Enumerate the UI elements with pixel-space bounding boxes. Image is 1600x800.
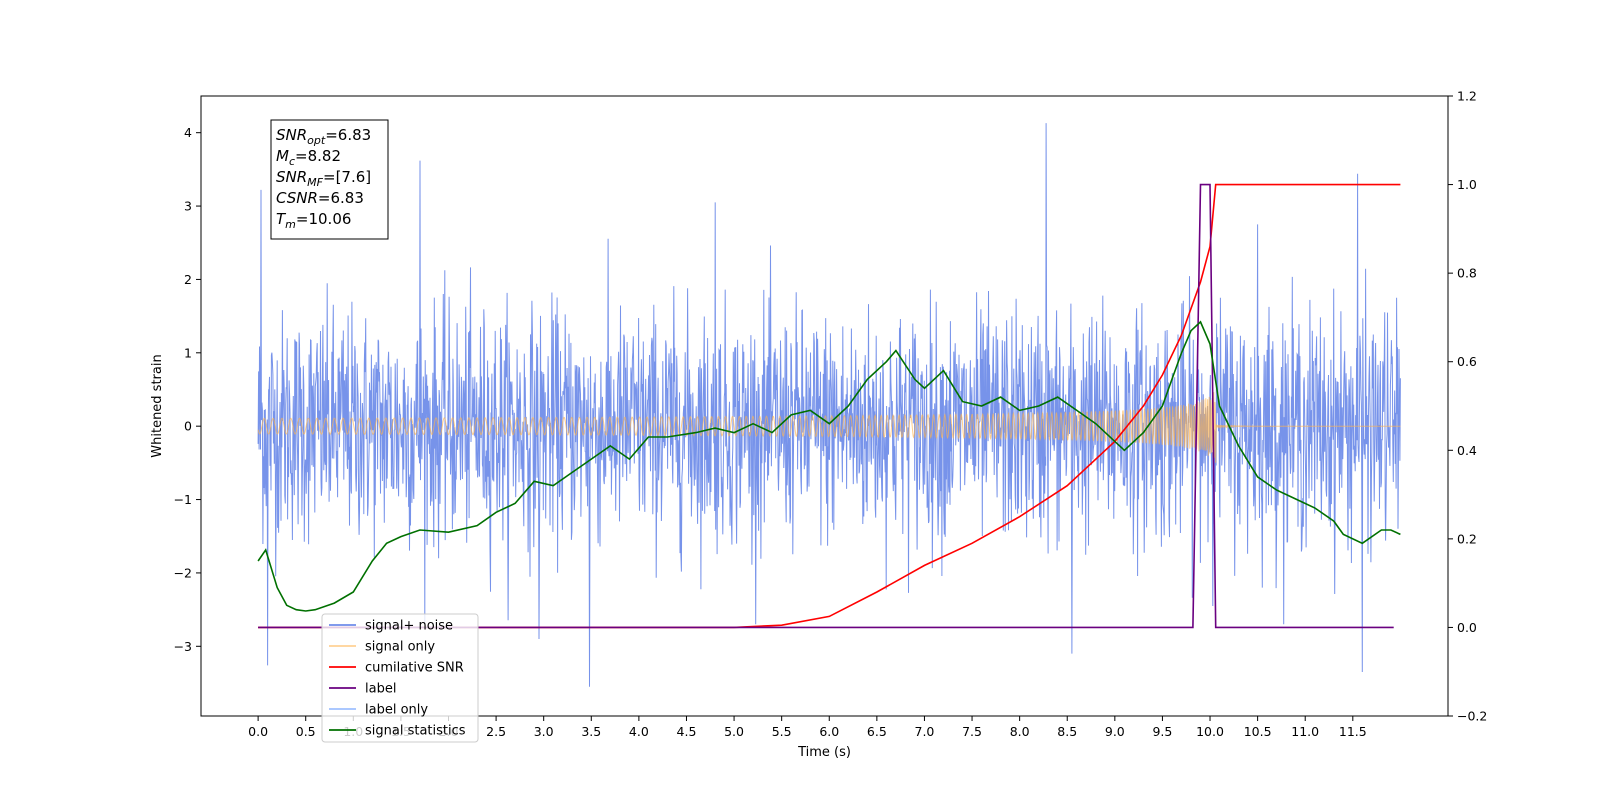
- x-axis-label: Time (s): [797, 745, 851, 760]
- y-right-tick-label: 0.8: [1457, 266, 1477, 281]
- annotation-line: CSNR=6.83: [276, 189, 364, 207]
- x-tick-label: 7.0: [915, 724, 935, 739]
- y-left-tick-label: −3: [174, 639, 192, 654]
- legend-frame: [321, 613, 479, 743]
- y-right-tick-label: 0.2: [1457, 531, 1477, 546]
- x-tick-label: 6.0: [819, 724, 839, 739]
- annotation-line: SNRMF=[7.6]: [276, 168, 371, 189]
- x-tick-label: 4.0: [629, 724, 649, 739]
- annotation-frame: [270, 119, 389, 240]
- x-tick-label: 0.5: [296, 724, 316, 739]
- annotation-line: Mc=8.82: [276, 147, 341, 168]
- x-tick-label: 3.5: [581, 724, 601, 739]
- x-tick-label: 9.5: [1152, 724, 1172, 739]
- legend-label: signal only: [365, 640, 435, 655]
- y-left-tick-label: −1: [174, 492, 192, 507]
- y-right-tick-label: 0.6: [1457, 354, 1477, 369]
- legend-label: signal statistics: [365, 724, 466, 739]
- x-tick-label: 0.0: [248, 724, 268, 739]
- y-left-tick-label: −2: [174, 565, 192, 580]
- y-left-tick-label: 2: [184, 272, 192, 287]
- series-label: [258, 183, 1394, 629]
- y-right-tick-label: 1.0: [1457, 177, 1477, 192]
- legend: signal+ noise signal only cumilative SNR la…: [321, 613, 479, 743]
- annotation-line: SNRopt=6.83: [276, 126, 371, 147]
- legend-label: label: [365, 682, 396, 697]
- y-right-tick-label: 1.2: [1457, 89, 1477, 104]
- legend-label: label only: [365, 703, 428, 718]
- x-tick-label: 8.0: [1010, 724, 1030, 739]
- series-signal-statistics: [257, 320, 1401, 612]
- y-right-tick-label: −0.2: [1457, 709, 1487, 724]
- y-axis-label: Whitened strain: [150, 354, 165, 457]
- y-right-tick-label: 0.4: [1457, 443, 1477, 458]
- x-tick-label: 9.0: [1105, 724, 1125, 739]
- x-tick-label: 2.5: [486, 724, 506, 739]
- y-right-tick-label: 0.0: [1457, 620, 1477, 635]
- y-left-tick-label: 1: [184, 345, 192, 360]
- x-tick-label: 11.5: [1339, 724, 1367, 739]
- x-tick-label: 5.5: [772, 724, 792, 739]
- legend-label: cumilative SNR: [365, 661, 464, 676]
- x-tick-label: 8.5: [1057, 724, 1077, 739]
- y-left-tick-label: 0: [184, 419, 192, 434]
- x-tick-label: 4.5: [677, 724, 697, 739]
- series-layer: [257, 123, 1401, 687]
- x-tick-label: 3.0: [534, 724, 554, 739]
- x-tick-label: 10.0: [1196, 724, 1224, 739]
- y-left-tick-label: 3: [184, 199, 192, 214]
- y-axis-left: 4 3 2 1 0 −1 −2 −3: [174, 125, 201, 654]
- y-axis-right: 1.2 1.0 0.8 0.6 0.4 0.2 0.0 −0.2: [1448, 89, 1487, 724]
- x-tick-label: 10.5: [1244, 724, 1272, 739]
- series-signal-noise: [257, 123, 1401, 687]
- legend-label: signal+ noise: [365, 619, 453, 634]
- x-tick-label: 7.5: [962, 724, 982, 739]
- x-tick-label: 6.5: [867, 724, 887, 739]
- x-tick-label: 11.0: [1291, 724, 1319, 739]
- series-signal-only: [257, 392, 1401, 463]
- y-left-tick-label: 4: [184, 125, 192, 140]
- plot-frame: [200, 95, 1449, 717]
- x-tick-label: 5.0: [724, 724, 744, 739]
- annotation-line: Tm=10.06: [276, 210, 351, 231]
